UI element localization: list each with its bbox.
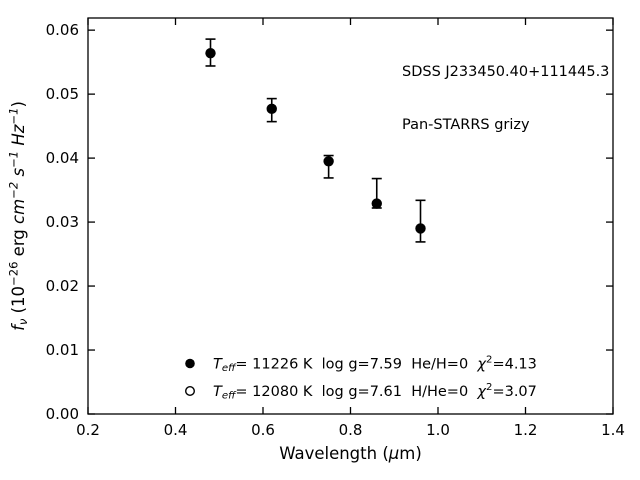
legend-marker-open-circle [184,386,195,397]
data-point-marker [415,223,426,234]
data-point-marker [205,47,216,59]
y-axis-tick-label: 0.06 [46,21,79,39]
x-axis-tick-label: 1.0 [426,421,450,439]
x-axis-tick-label: 1.4 [601,421,625,439]
y-axis-tick-label: 0.02 [46,277,79,295]
y-axis-label: fν (10−26 erg cm−2 s−1 Hz−1) [6,101,30,331]
y-axis-tick-label: 0.04 [46,149,79,167]
annotation-survey-name: Pan-STARRS grizy [402,116,530,133]
y-axis-tick-label: 0.03 [46,213,79,231]
y-axis-tick-label: 0.00 [46,405,79,423]
legend-entry-label: Teff= 11226 K log g=7.59 He/H=0 χ2=4.13 [213,355,537,374]
y-axis-tick-label: 0.01 [46,341,79,359]
x-axis-tick-label: 0.2 [76,421,100,439]
x-axis-tick-label: 1.2 [514,421,538,439]
y-axis-tick-label: 0.05 [46,85,79,103]
x-axis-label: Wavelength (μm) [279,444,422,463]
x-axis-tick-label: 0.6 [251,421,275,439]
annotation-object-name: SDSS J233450.40+111445.3 [402,64,610,80]
data-point-marker [323,156,334,167]
annotation-block: SDSS J233450.40+111445.3 Pan-STARRS griz… [402,29,609,169]
data-point-marker [266,103,277,115]
legend-marker-filled-circle [185,358,195,369]
x-axis-tick-label: 0.4 [164,421,188,439]
x-axis-tick-label: 0.8 [339,421,363,439]
data-point-marker [371,198,382,209]
legend-entry-label: Teff= 12080 K log g=7.61 H/He=0 χ2=3.07 [213,382,537,401]
